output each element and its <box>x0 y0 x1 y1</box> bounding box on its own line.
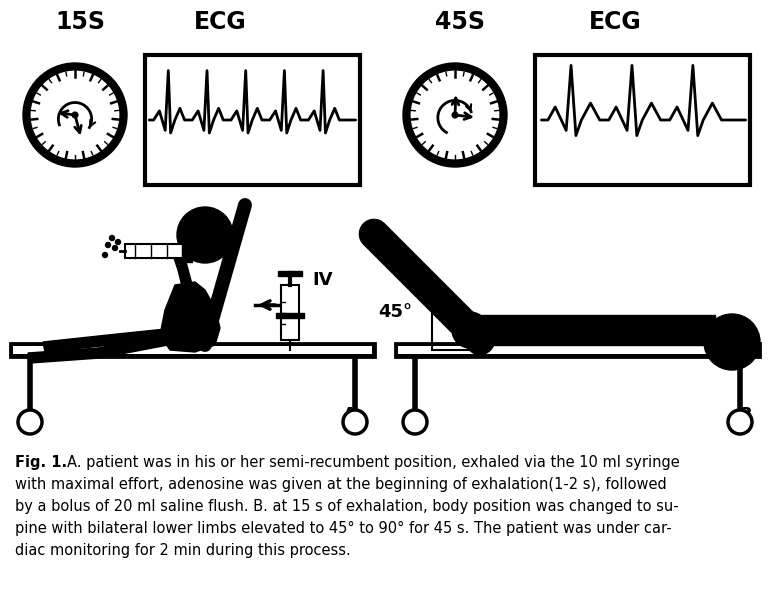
Circle shape <box>403 410 427 434</box>
Bar <box>281 285 299 340</box>
Bar <box>13 346 372 354</box>
Circle shape <box>728 410 752 434</box>
Polygon shape <box>43 328 178 352</box>
Circle shape <box>452 112 458 118</box>
Text: Fig. 1.: Fig. 1. <box>15 455 72 470</box>
Circle shape <box>31 71 119 159</box>
Bar <box>398 346 757 354</box>
Text: 45°: 45° <box>378 303 412 321</box>
Text: A. patient was in his or her semi-recumbent position, exhaled via the 10 ml syri: A. patient was in his or her semi-recumb… <box>67 455 680 470</box>
Circle shape <box>452 312 488 348</box>
Polygon shape <box>28 335 168 363</box>
Circle shape <box>403 63 507 167</box>
Circle shape <box>23 63 127 167</box>
Circle shape <box>18 410 42 434</box>
Bar <box>125 244 187 258</box>
Text: IV: IV <box>312 271 333 289</box>
Polygon shape <box>160 282 220 352</box>
Bar <box>278 271 302 276</box>
Bar <box>470 315 715 345</box>
Text: 45S: 45S <box>435 10 485 34</box>
Bar <box>145 55 360 185</box>
Bar <box>10 343 375 357</box>
Circle shape <box>105 242 111 248</box>
Circle shape <box>360 220 388 248</box>
Polygon shape <box>172 248 193 298</box>
Text: by a bolus of 20 ml saline flush. B. at 15 s of exhalation, body position was ch: by a bolus of 20 ml saline flush. B. at … <box>15 499 679 514</box>
Text: 15S: 15S <box>55 10 105 34</box>
Text: ECG: ECG <box>194 10 247 34</box>
Text: pine with bilateral lower limbs elevated to 45° to 90° for 45 s. The patient was: pine with bilateral lower limbs elevated… <box>15 521 672 536</box>
Circle shape <box>110 236 114 240</box>
Text: with maximal effort, adenosine was given at the beginning of exhalation(1-2 s), : with maximal effort, adenosine was given… <box>15 477 667 492</box>
Circle shape <box>343 410 367 434</box>
Text: ECG: ECG <box>588 10 641 34</box>
Circle shape <box>412 71 498 159</box>
Bar <box>535 55 750 185</box>
Text: diac monitoring for 2 min during this process.: diac monitoring for 2 min during this pr… <box>15 543 351 558</box>
Circle shape <box>177 207 233 263</box>
Circle shape <box>704 314 760 370</box>
Circle shape <box>112 245 118 251</box>
Circle shape <box>115 240 121 245</box>
Bar <box>276 313 304 318</box>
Circle shape <box>72 112 78 118</box>
Bar <box>395 343 760 357</box>
Circle shape <box>102 252 108 257</box>
Text: B: B <box>738 406 752 424</box>
Bar <box>182 240 192 262</box>
Text: A: A <box>343 406 357 424</box>
